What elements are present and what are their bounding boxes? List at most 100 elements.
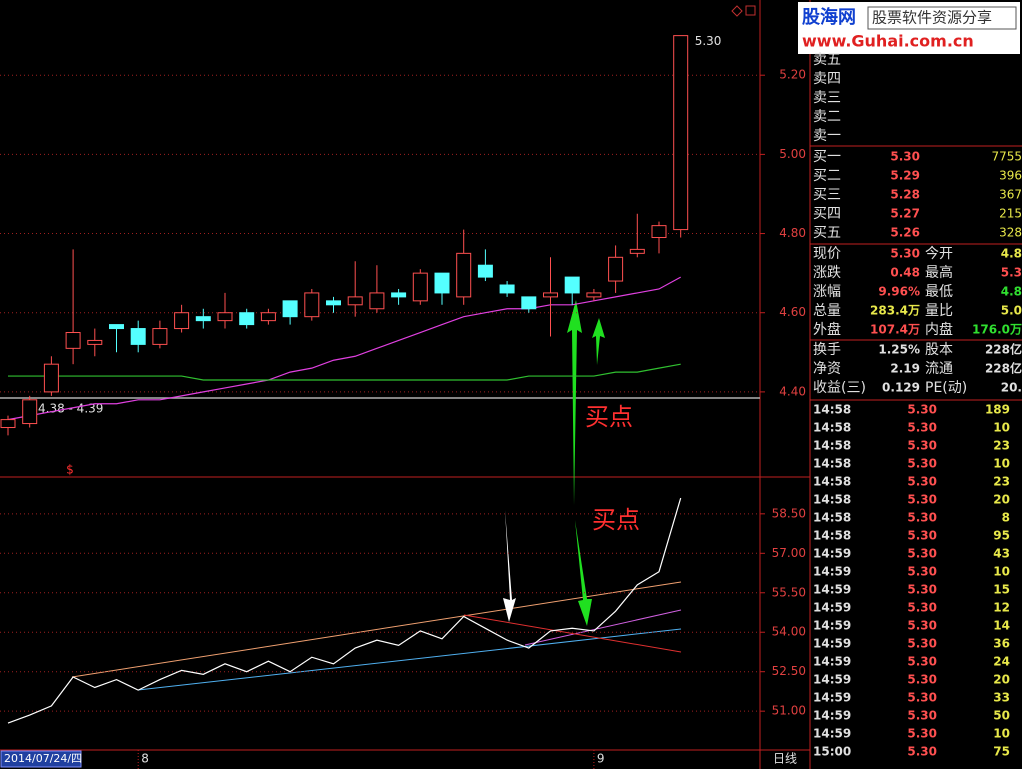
candle-body — [608, 256, 624, 282]
stat-value: 176.0万 — [972, 323, 1022, 337]
y-tick-label: 52.50 — [772, 664, 806, 678]
candle-body — [43, 363, 59, 393]
candle-body — [195, 316, 211, 322]
candle-body — [651, 225, 667, 239]
trade-volume: 8 — [1002, 511, 1010, 525]
trade-price: 5.30 — [907, 745, 937, 759]
cursor-date-box — [0, 750, 82, 768]
trade-price: 5.30 — [907, 439, 937, 453]
trend-line — [137, 628, 682, 691]
trade-volume: 75 — [993, 745, 1010, 759]
trade-volume: 33 — [993, 691, 1010, 705]
stat-value: 20. — [1001, 381, 1022, 395]
trade-price: 5.30 — [907, 457, 937, 471]
trade-price: 5.30 — [907, 529, 937, 543]
trade-price: 5.30 — [907, 475, 937, 489]
trade-time: 14:59 — [813, 691, 851, 705]
trend-line — [71, 581, 682, 678]
candle-body — [87, 339, 103, 345]
trade-time: 14:59 — [813, 601, 851, 615]
stat-value: 1.25% — [878, 343, 920, 357]
trade-volume: 15 — [993, 583, 1010, 597]
logo-box — [798, 2, 1020, 54]
trade-price: 5.30 — [907, 601, 937, 615]
candle-body — [152, 328, 168, 345]
stat-label: 涨幅 — [813, 284, 841, 300]
stat-label: 股本 — [925, 342, 953, 358]
annotation: 买点 — [592, 506, 640, 534]
stat-value: 0.48 — [890, 266, 920, 280]
trade-volume: 14 — [993, 619, 1010, 633]
bid-volume: 396 — [999, 169, 1022, 183]
candle-body — [260, 312, 276, 322]
logo-url: www.Guhai.com.cn — [802, 32, 974, 51]
max-label: 5.30 — [695, 34, 722, 48]
stat-label: 最高 — [925, 264, 953, 281]
trade-time: 14:58 — [813, 439, 851, 453]
candle-body — [217, 312, 233, 322]
trade-volume: 189 — [985, 403, 1010, 417]
candle-body — [347, 296, 363, 306]
candle-body — [521, 296, 537, 310]
icon-square[interactable] — [745, 5, 756, 16]
period-label[interactable]: 日线 — [773, 752, 797, 766]
logo-tag-box — [867, 6, 1017, 30]
trend-line — [524, 609, 682, 646]
trade-price: 5.30 — [907, 655, 937, 669]
cursor-date: 2014/07/24/四 — [4, 752, 82, 765]
series-line — [7, 276, 681, 421]
trade-volume: 12 — [993, 601, 1010, 615]
stat-value: 5.0 — [1001, 304, 1022, 318]
y-tick-label: 4.80 — [779, 226, 806, 240]
stat-label: 涨跌 — [813, 265, 841, 281]
trade-volume: 20 — [993, 493, 1010, 507]
candle-body — [22, 399, 38, 425]
stat-value: 5.3 — [1001, 266, 1022, 280]
bid-price: 5.30 — [890, 150, 920, 164]
candle-body — [456, 252, 472, 298]
bid-volume: 215 — [999, 207, 1022, 221]
stat-label: 外盘 — [813, 321, 841, 338]
candle-body — [564, 276, 580, 294]
trade-price: 5.30 — [907, 565, 937, 579]
candle-body — [412, 272, 428, 302]
stat-label: 内盘 — [925, 321, 953, 338]
trend-line — [463, 614, 682, 653]
y-tick-label: 54.00 — [772, 625, 806, 639]
stat-value: 9.96% — [878, 285, 920, 299]
trade-time: 14:59 — [813, 673, 851, 687]
trade-time: 14:59 — [813, 619, 851, 633]
y-tick-label: 58.50 — [772, 506, 806, 520]
candle-body — [586, 292, 602, 298]
logo-tagline: 股票软件资源分享 — [872, 9, 992, 27]
trade-time: 15:00 — [813, 745, 851, 759]
icon-diamond[interactable] — [731, 5, 743, 17]
y-tick-label: 5.00 — [779, 147, 806, 161]
trade-time: 14:58 — [813, 457, 851, 471]
trade-volume: 23 — [993, 475, 1010, 489]
bid-label: 买一 — [813, 149, 841, 165]
candle-body — [629, 248, 645, 254]
bid-label: 买三 — [813, 187, 841, 203]
bid-volume: 367 — [999, 188, 1022, 202]
candle-body — [477, 264, 493, 278]
trade-volume: 50 — [993, 709, 1010, 723]
trade-price: 5.30 — [907, 583, 937, 597]
candle-body — [304, 292, 320, 318]
arrow — [575, 520, 592, 626]
stat-label: 最低 — [925, 284, 953, 300]
candle-body — [130, 328, 146, 345]
trade-time: 14:58 — [813, 511, 851, 525]
stat-value: 107.4万 — [870, 323, 920, 337]
stat-label: 换手 — [813, 341, 841, 358]
trade-time: 14:59 — [813, 637, 851, 651]
candle-body — [543, 292, 558, 298]
bid-price: 5.27 — [890, 207, 920, 221]
trade-time: 14:59 — [813, 547, 851, 561]
stat-value: 0.129 — [882, 381, 920, 395]
y-tick-label: 5.20 — [779, 68, 806, 82]
y-tick-label: 55.50 — [772, 585, 806, 599]
candle-body — [174, 312, 190, 330]
trade-volume: 20 — [993, 673, 1010, 687]
